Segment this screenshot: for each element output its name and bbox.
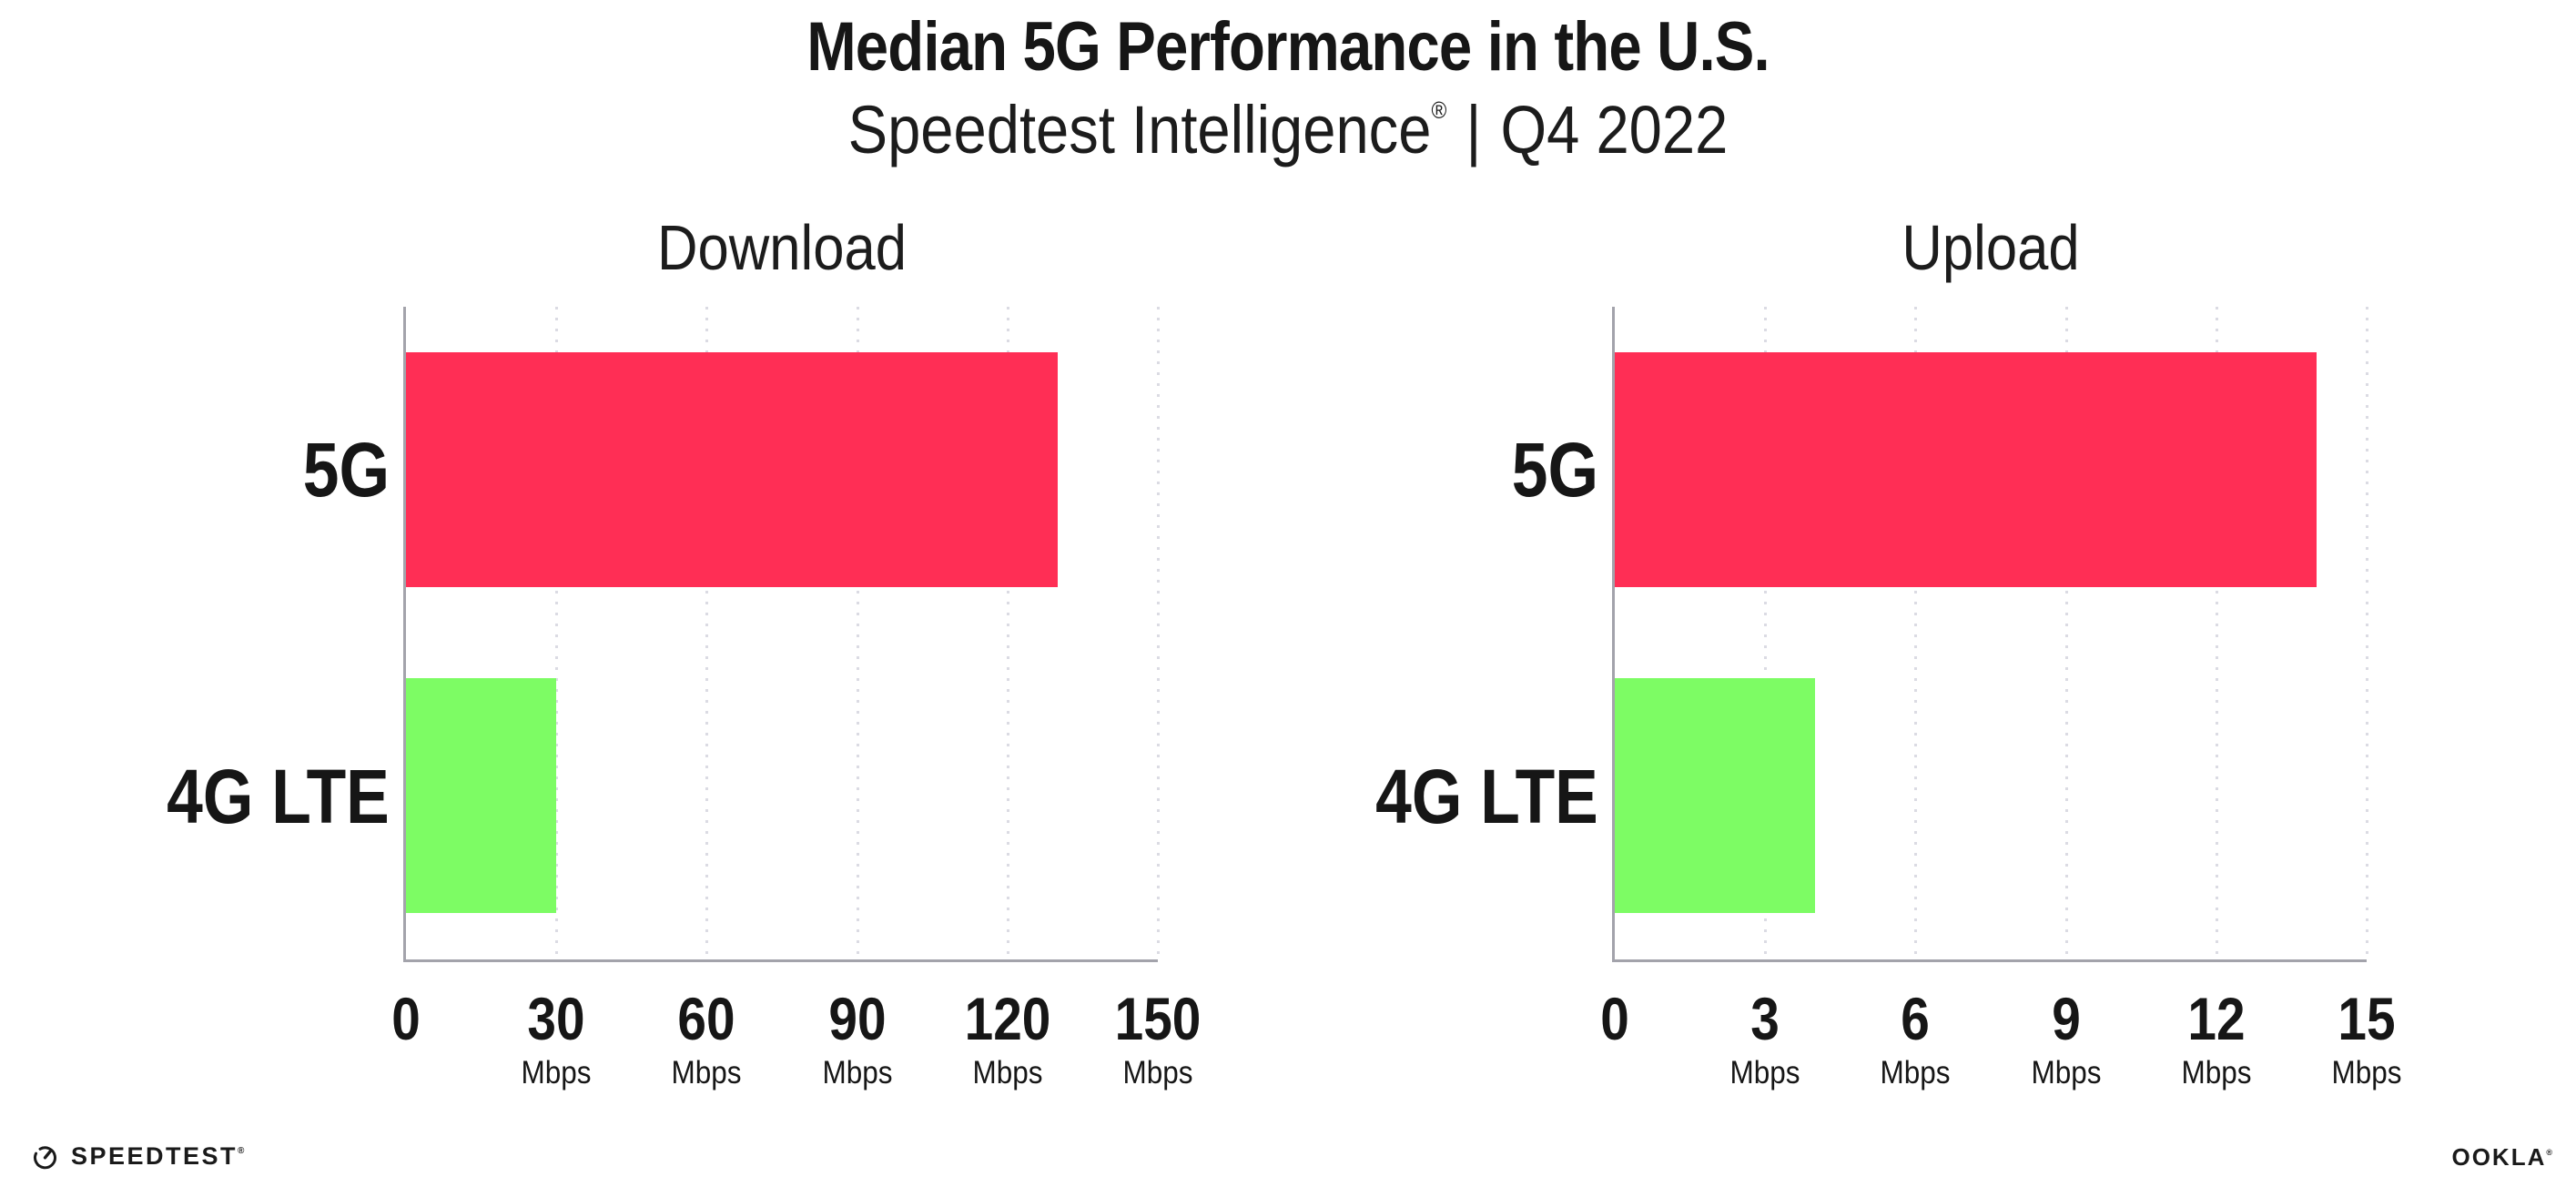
ookla-wordmark: OOKLA [2451,1143,2547,1171]
tick-label: 3 Mbps [1729,985,1800,1090]
subtitle-brand: Speedtest Intelligence [847,92,1432,167]
speedtest-logo: SPEEDTEST® [31,1140,244,1172]
download-chart-title: Download [657,212,907,283]
category-label-4g-lte: 4G LTE [167,754,390,839]
tick-label: 60 Mbps [671,985,742,1090]
gridline-90mbps [856,307,859,959]
download-x-axis-ticks: 0 30 Mbps 60 Mbps 90 Mbps 120 Mbps 150 M… [391,959,1201,1105]
tick-label: 15 Mbps [2331,985,2402,1090]
speedtest-wordmark: SPEEDTEST® [71,1141,245,1170]
ookla-logo: OOKLA® [2451,1145,2552,1169]
upload-chart-title: Upload [1902,212,2080,283]
gridline-6mbps [1914,307,1918,959]
tick-label: 30 Mbps [521,985,592,1090]
tick-label: 0 [1600,985,1629,1052]
download-category-labels: 5G 4G LTE [80,307,390,959]
registered-trademark-icon: ® [238,1145,245,1156]
category-label-5g: 5G [1511,427,1598,512]
speedtest-gauge-icon [34,1145,56,1169]
download-chart: Download 5G 4G LTE 0 30 Mbps 60 Mbps [167,216,1201,1089]
gridline-15mbps [2366,307,2368,959]
gridline-3mbps [1764,307,1768,959]
bar-4g-lte-upload [1615,678,1816,913]
upload-x-axis-ticks: 0 3 Mbps 6 Mbps 9 Mbps 12 Mbps 15 Mbps [1600,959,2401,1105]
upload-chart: Upload 5G 4G LTE 0 3 Mbps 6 Mbps [1375,216,2401,1089]
page-subtitle: Speedtest Intelligence® | Q4 2022 [155,95,2421,166]
tick-label: 6 Mbps [1880,985,1951,1090]
tick-label: 90 Mbps [822,985,893,1090]
registered-trademark-icon: ® [1431,96,1447,124]
gridline-12mbps [2215,307,2218,959]
upload-category-labels: 5G 4G LTE [1289,307,1598,959]
tick-label: 12 Mbps [2181,985,2252,1090]
gridline-150mbps [1157,307,1160,959]
bar-5g-upload [1615,352,2317,587]
page-title: Median 5G Performance in the U.S. [806,8,1770,86]
category-label-5g: 5G [302,427,390,512]
registered-trademark-icon: ® [2546,1148,2552,1157]
gridline-9mbps [2064,307,2068,959]
tick-label: 150 Mbps [1114,985,1202,1090]
gridline-60mbps [705,307,709,959]
bar-4g-lte-download [406,678,557,913]
tick-label: 120 Mbps [964,985,1051,1090]
gridline-120mbps [1006,307,1009,959]
gridline-30mbps [555,307,559,959]
subtitle-period: Q4 2022 [1500,92,1729,167]
tick-label: 0 [391,985,421,1052]
bar-5g-download [406,352,1058,587]
category-label-4g-lte: 4G LTE [1375,754,1598,839]
tick-label: 9 Mbps [2031,985,2102,1090]
subtitle-separator: | [1465,92,1482,167]
